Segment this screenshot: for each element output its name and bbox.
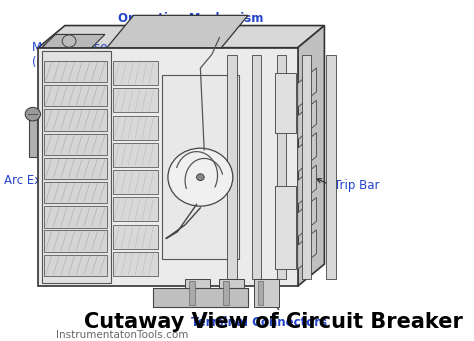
- Text: Operating Mechanism: Operating Mechanism: [118, 12, 264, 25]
- Bar: [44, 85, 107, 106]
- Bar: [189, 281, 195, 305]
- Text: Contacts: Contacts: [100, 264, 152, 277]
- Text: InstrumentatonTools.com: InstrumentatonTools.com: [56, 330, 188, 340]
- Text: Molded Case
(Frame): Molded Case (Frame): [32, 41, 108, 69]
- Bar: [113, 197, 158, 221]
- Circle shape: [168, 148, 233, 206]
- Bar: [326, 55, 336, 279]
- Bar: [254, 279, 279, 307]
- Polygon shape: [298, 100, 316, 140]
- Bar: [113, 88, 158, 113]
- Bar: [185, 279, 210, 307]
- Bar: [113, 225, 158, 249]
- Bar: [44, 61, 107, 82]
- Bar: [44, 182, 107, 203]
- Bar: [219, 279, 244, 307]
- Bar: [153, 288, 248, 307]
- Bar: [113, 143, 158, 167]
- Text: Arc Extinguishers: Arc Extinguishers: [4, 174, 107, 187]
- Bar: [252, 55, 262, 279]
- Text: Terminal Connectors: Terminal Connectors: [191, 316, 328, 329]
- Bar: [44, 134, 107, 155]
- Bar: [277, 55, 286, 279]
- Circle shape: [25, 107, 40, 121]
- Polygon shape: [298, 230, 316, 269]
- Polygon shape: [298, 26, 324, 286]
- Bar: [113, 116, 158, 140]
- Bar: [275, 73, 296, 133]
- Circle shape: [197, 174, 204, 181]
- Polygon shape: [298, 197, 316, 237]
- Polygon shape: [298, 133, 316, 172]
- Bar: [223, 281, 229, 305]
- Bar: [42, 51, 111, 283]
- Polygon shape: [298, 165, 316, 205]
- Bar: [44, 158, 107, 179]
- Bar: [227, 55, 237, 279]
- Polygon shape: [42, 34, 105, 48]
- Bar: [44, 109, 107, 131]
- Bar: [28, 116, 37, 157]
- Bar: [44, 231, 107, 252]
- Bar: [113, 170, 158, 194]
- Polygon shape: [298, 68, 316, 107]
- Polygon shape: [107, 15, 248, 48]
- Text: Cutaway View of Circuit Breaker: Cutaway View of Circuit Breaker: [84, 312, 463, 332]
- Bar: [113, 61, 158, 85]
- Text: Trip Bar: Trip Bar: [334, 179, 380, 192]
- Bar: [258, 281, 264, 305]
- Bar: [38, 48, 298, 286]
- Bar: [275, 186, 296, 269]
- Bar: [113, 252, 158, 276]
- Polygon shape: [38, 26, 324, 48]
- Bar: [162, 75, 238, 259]
- Bar: [44, 206, 107, 227]
- Bar: [44, 255, 107, 276]
- Bar: [301, 55, 311, 279]
- Circle shape: [62, 35, 76, 47]
